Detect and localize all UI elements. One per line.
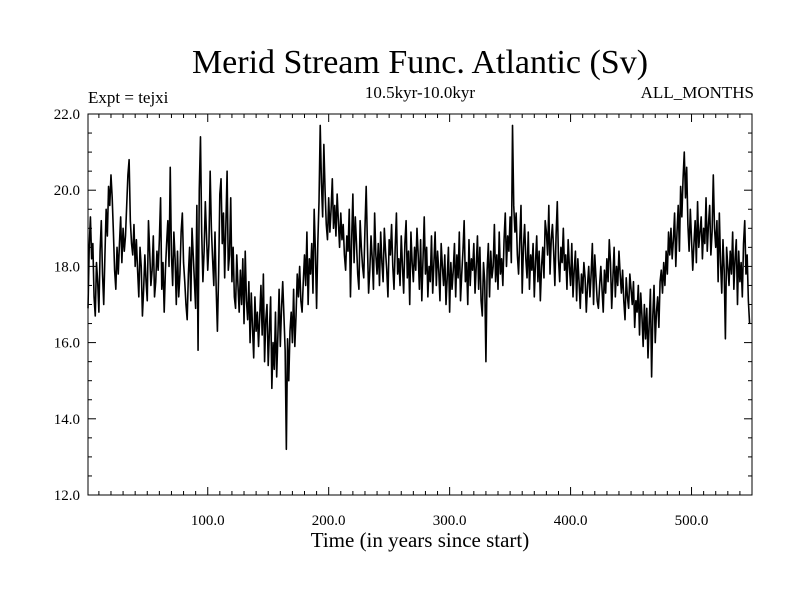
- series-line: [87, 124, 751, 451]
- y-tick-label: 22.0: [54, 107, 80, 123]
- series-group: [87, 124, 751, 451]
- x-tick-label: 100.0: [191, 513, 225, 529]
- y-tick-label: 18.0: [54, 259, 80, 275]
- experiment-label: Expt = tejxi: [88, 88, 169, 107]
- chart-title: Merid Stream Func. Atlantic (Sv): [192, 44, 648, 81]
- chart-subtitle: 10.5kyr-10.0kyr: [365, 83, 475, 102]
- y-tick-label: 20.0: [54, 183, 80, 199]
- y-tick-label: 12.0: [54, 488, 80, 504]
- x-tick-label: 400.0: [554, 513, 588, 529]
- x-tick-label: 200.0: [312, 513, 346, 529]
- x-tick-label: 500.0: [675, 513, 709, 529]
- x-axis: 100.0 200.0 300.0 400.0 500.0: [98, 114, 753, 529]
- x-tick-label: 300.0: [433, 513, 467, 529]
- y-tick-label: 16.0: [54, 336, 80, 352]
- months-label: ALL_MONTHS: [641, 83, 754, 102]
- y-axis: 12.0 14.0 16.0 18.0 20.0 22.0: [54, 107, 752, 504]
- y-tick-label: 14.0: [54, 412, 80, 428]
- x-axis-label: Time (in years since start): [311, 528, 530, 552]
